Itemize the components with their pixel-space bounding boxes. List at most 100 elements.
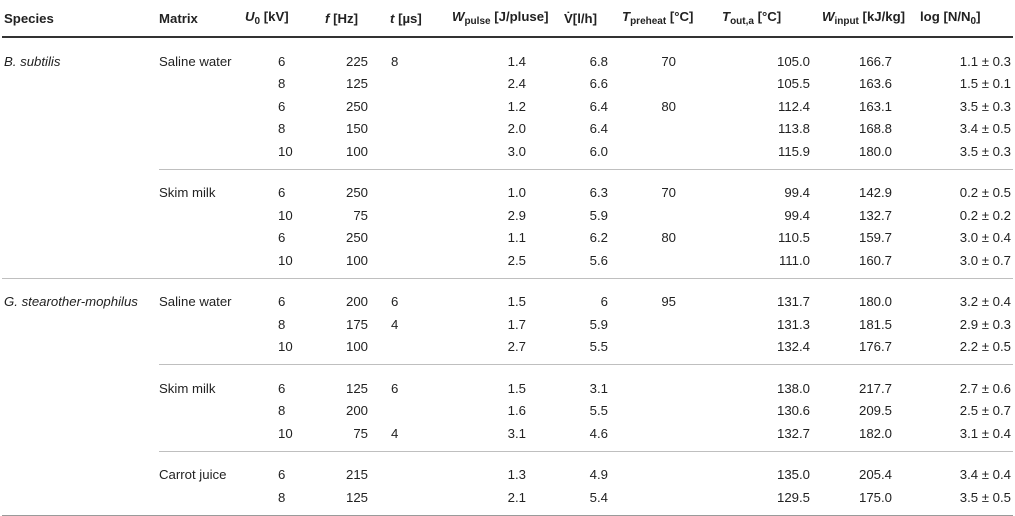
cell-w: 1.6 [507, 403, 526, 419]
cell-v: 5.5 [589, 339, 608, 355]
table-row: Skim milk 6 250 1.0 6.3 70 99.4 142.9 0.2 ± 0.5 [2, 168, 1013, 204]
cell-to: 112.4 [777, 98, 810, 114]
cell-matrix: Skim milk [159, 364, 245, 400]
cell-t [390, 400, 452, 423]
cell-species [2, 486, 159, 516]
cell-to: 138.0 [722, 364, 822, 400]
cell-wi: 175.0 [822, 486, 920, 516]
cell-wi: 180.0 [822, 277, 920, 313]
cell-log: 1.5 ± 0.1 [959, 76, 1011, 92]
cell-v: 6.3 [564, 168, 622, 204]
cell-to: 135.0 [722, 450, 822, 486]
cell-matrix [159, 227, 245, 250]
cell-log: 0.2 ± 0.2 [959, 207, 1011, 223]
cell-species [2, 365, 159, 400]
cell-species: B. subtilis [4, 53, 61, 69]
cell-species [2, 95, 159, 118]
cell-t [390, 336, 452, 365]
cell-t: 4 [391, 316, 399, 332]
cell-tp [622, 118, 722, 141]
table-row: 8 175 4 1.7 5.9 131.3 181.5 2.9 ± 0.3 [2, 313, 1013, 336]
table-row: 8 125 2.4 6.6 105.5 163.6 1.5 ± 0.1 [2, 73, 1013, 96]
header-flow-rate: V̇[l/h] [564, 0, 622, 38]
cell-matrix: Carrot juice [159, 450, 245, 486]
cell-v: 5.4 [564, 486, 622, 516]
cell-t [390, 140, 452, 169]
cell-v: 3.1 [564, 364, 622, 400]
cell-wi: 180.0 [858, 143, 892, 159]
cell-w: 3.1 [507, 425, 526, 441]
cell-log: 2.9 ± 0.3 [959, 316, 1011, 332]
cell-t [390, 204, 452, 227]
cell-u: 6 [278, 230, 286, 246]
cell-species [2, 204, 159, 227]
cell-t: 8 [391, 53, 399, 69]
header-frequency: f [Hz] [325, 0, 390, 38]
cell-v: 6.0 [589, 143, 608, 159]
cell-t [390, 73, 452, 96]
cell-species [2, 169, 159, 204]
cell-to: 132.7 [776, 425, 810, 441]
cell-u: 6 [245, 277, 325, 313]
cell-tp [622, 204, 722, 227]
cell-w: 1.4 [507, 53, 526, 69]
cell-tp [622, 313, 722, 336]
cell-to: 132.4 [776, 339, 810, 355]
header-species: Species [2, 0, 159, 38]
cell-v: 6.4 [589, 121, 608, 137]
cell-to: 99.4 [784, 207, 810, 223]
cell-matrix [159, 422, 245, 451]
cell-u: 8 [278, 316, 286, 332]
cell-f: 100 [345, 339, 368, 355]
cell-matrix [159, 249, 245, 278]
cell-wi: 209.5 [858, 403, 892, 419]
cell-u: 8 [245, 486, 325, 516]
cell-matrix [159, 95, 245, 118]
cell-w: 1.0 [452, 168, 564, 204]
cell-tp [622, 73, 722, 96]
cell-w: 1.3 [452, 450, 564, 486]
cell-t [390, 227, 452, 250]
header-energy-input: Winput [kJ/kg] [822, 0, 920, 38]
cell-tp [622, 450, 722, 486]
cell-matrix [159, 313, 245, 336]
cell-tp [622, 364, 722, 400]
cell-f: 250 [345, 98, 368, 114]
cell-wi: 168.8 [858, 121, 892, 137]
cell-log: 3.0 ± 0.4 [959, 230, 1011, 246]
cell-tp: 70 [622, 168, 722, 204]
cell-w: 1.7 [507, 316, 526, 332]
cell-w: 1.2 [507, 98, 526, 114]
cell-t [390, 450, 452, 486]
cell-species [2, 227, 159, 250]
table-row: G. stearother-mophilus Saline water 6 200 6 1… [2, 277, 1013, 313]
cell-f: 250 [325, 168, 390, 204]
cell-log: 2.5 ± 0.7 [959, 403, 1011, 419]
cell-t [390, 118, 452, 141]
cell-log: 3.2 ± 0.4 [920, 277, 1013, 313]
cell-w: 2.0 [507, 121, 526, 137]
table-row: 10 75 2.9 5.9 99.4 132.7 0.2 ± 0.2 [2, 204, 1013, 227]
cell-log: 3.5 ± 0.3 [959, 143, 1011, 159]
cell-w: 1.5 [452, 277, 564, 313]
cell-to: 99.4 [722, 168, 822, 204]
cell-u: 8 [278, 76, 286, 92]
cell-f: 225 [345, 53, 368, 69]
cell-log: 3.4 ± 0.5 [959, 121, 1011, 137]
cell-log: 1.1 ± 0.3 [959, 53, 1011, 69]
cell-log: 3.5 ± 0.5 [920, 486, 1013, 516]
cell-tp: 80 [661, 98, 676, 114]
cell-species [2, 400, 159, 423]
table-row: 8 125 2.1 5.4 129.5 175.0 3.5 ± 0.5 [2, 486, 1013, 516]
header-pulse-energy: Wpulse [J/pluse] [452, 0, 564, 38]
cell-v: 5.9 [589, 316, 608, 332]
cell-w: 3.0 [507, 143, 526, 159]
cell-w: 2.9 [507, 207, 526, 223]
cell-f: 100 [345, 143, 368, 159]
table-row: B. subtilis Saline water 6 225 8 1.4 6.8 70 105.… [2, 37, 1013, 73]
cell-t [390, 95, 452, 118]
cell-tp [622, 140, 722, 169]
header-voltage: U0 [kV] [245, 0, 325, 38]
cell-wi: 142.9 [822, 168, 920, 204]
